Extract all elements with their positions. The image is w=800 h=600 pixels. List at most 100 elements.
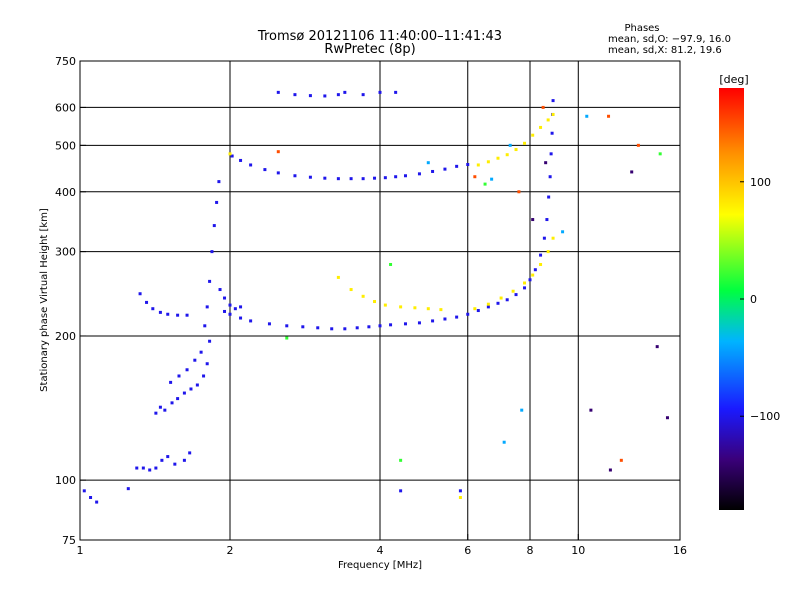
data-point xyxy=(490,177,494,181)
data-point xyxy=(539,253,543,257)
data-point xyxy=(301,325,305,329)
data-point xyxy=(145,300,149,304)
data-point xyxy=(208,279,212,283)
data-point xyxy=(199,350,203,354)
data-point xyxy=(548,175,552,179)
data-point xyxy=(228,152,232,156)
data-point xyxy=(185,313,189,317)
data-point xyxy=(417,172,421,176)
data-point xyxy=(542,236,546,240)
data-point xyxy=(95,500,99,504)
data-point xyxy=(330,327,334,331)
grid-lines xyxy=(80,61,680,540)
data-point xyxy=(383,176,387,180)
data-point xyxy=(378,90,382,94)
data-point xyxy=(585,114,589,118)
y-axis-label: Stationary phase Virtual Height [km] xyxy=(39,208,50,392)
data-point xyxy=(458,489,462,493)
y-tick-label: 400 xyxy=(55,186,76,199)
data-point xyxy=(551,236,555,240)
data-point xyxy=(546,250,550,254)
data-point xyxy=(476,163,480,167)
data-point xyxy=(455,315,459,319)
data-point xyxy=(523,281,527,285)
data-point xyxy=(276,90,280,94)
data-point xyxy=(523,141,527,145)
data-point xyxy=(355,326,359,330)
x-tick-label: 4 xyxy=(377,544,384,557)
data-point xyxy=(188,451,192,455)
data-point xyxy=(486,302,490,306)
data-point xyxy=(173,462,177,466)
colorbar-tick-label: −100 xyxy=(750,410,780,423)
data-point xyxy=(361,294,365,298)
data-point xyxy=(163,408,167,412)
y-tick-label: 300 xyxy=(55,246,76,259)
data-point xyxy=(531,133,535,137)
data-point xyxy=(230,154,234,158)
data-point xyxy=(373,176,377,180)
data-point xyxy=(514,293,518,297)
data-point xyxy=(533,268,537,272)
data-point xyxy=(523,286,527,290)
data-point xyxy=(431,319,435,323)
x-tick-label: 16 xyxy=(673,544,687,557)
data-point xyxy=(531,218,535,222)
x-tick-label: 2 xyxy=(227,544,234,557)
data-point xyxy=(239,158,243,162)
data-point xyxy=(561,230,565,234)
data-point xyxy=(285,324,289,328)
data-point xyxy=(443,317,447,321)
data-point xyxy=(399,305,403,309)
x-tick-label: 1 xyxy=(77,544,84,557)
y-tick-label: 75 xyxy=(62,534,76,547)
data-point xyxy=(486,160,490,164)
data-point xyxy=(413,306,417,310)
data-point xyxy=(389,323,393,327)
data-point xyxy=(443,167,447,171)
data-point xyxy=(619,458,623,462)
data-point xyxy=(511,289,515,293)
data-point xyxy=(541,105,545,109)
data-point xyxy=(466,312,470,316)
data-point xyxy=(505,153,509,157)
data-point xyxy=(551,99,555,103)
x-tick-label: 6 xyxy=(464,544,471,557)
data-point xyxy=(208,339,212,343)
data-point xyxy=(399,458,403,462)
data-point xyxy=(212,224,216,228)
colorbar-ticks: 100 0 −100 xyxy=(740,176,780,423)
data-point xyxy=(417,321,421,325)
data-point xyxy=(343,90,347,94)
y-tick-label: 200 xyxy=(55,330,76,343)
data-point xyxy=(316,326,320,330)
x-tick-label: 10 xyxy=(571,544,585,557)
phase-stats-o: mean, sd,O: −97.9, 16.0 xyxy=(608,34,731,45)
data-point xyxy=(399,489,403,493)
data-point xyxy=(426,161,430,165)
axis-ticks: 1 2 4 6 8 10 16 75 100 200 300 400 500 600 750 xyxy=(55,55,687,557)
data-point xyxy=(502,440,506,444)
data-point xyxy=(343,327,347,331)
data-point xyxy=(608,468,612,472)
data-point xyxy=(403,174,407,178)
data-point xyxy=(323,176,327,180)
data-point xyxy=(630,170,634,174)
data-point xyxy=(439,308,443,312)
data-point xyxy=(218,288,222,292)
data-point xyxy=(483,182,487,186)
data-point xyxy=(517,190,521,194)
data-point xyxy=(126,487,130,491)
data-point xyxy=(239,316,243,320)
data-point xyxy=(293,174,297,178)
y-tick-label: 600 xyxy=(55,101,76,114)
data-point xyxy=(276,171,280,175)
data-point xyxy=(545,218,549,222)
data-point xyxy=(249,319,253,323)
data-point xyxy=(148,468,152,472)
data-point xyxy=(544,161,548,165)
y-tick-label: 100 xyxy=(55,474,76,487)
data-point xyxy=(158,310,162,314)
data-point xyxy=(455,164,459,168)
